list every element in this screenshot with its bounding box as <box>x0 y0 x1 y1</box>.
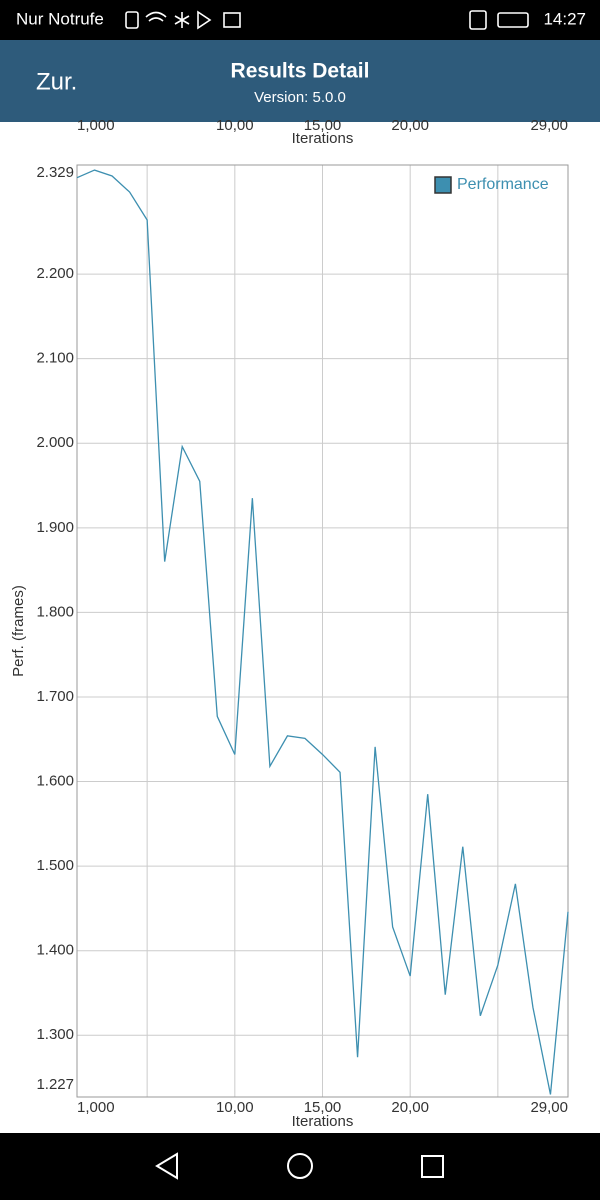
plot-border <box>76 164 569 1098</box>
y-tick-label: 1.500 <box>36 857 74 874</box>
x-tick-label: 10,00 <box>216 1099 254 1116</box>
x-tick-label: 29,00 <box>530 117 568 134</box>
nav-home[interactable] <box>287 1153 313 1179</box>
clock: 14:27 <box>543 9 586 28</box>
y-tick-label: 2.200 <box>36 265 74 282</box>
back-button[interactable]: Zur. <box>36 68 77 95</box>
status-icons <box>125 10 529 30</box>
chart: 1.227 1.300 1.400 1.500 1.600 1.700 1.800 1.900… <box>10 117 569 1130</box>
x-tick-label: 20,00 <box>391 117 429 134</box>
legend-label: Performance <box>457 176 549 193</box>
legend-swatch <box>434 176 452 194</box>
carrier: Nur Notrufe <box>16 9 104 28</box>
y-tick-label: 1.600 <box>36 773 74 790</box>
x-tick-label: 10,00 <box>216 117 254 134</box>
y-tick-label: 1.400 <box>36 942 74 959</box>
y-axis-label: Perf. (frames) <box>10 585 27 677</box>
y-tick-label: 1.300 <box>36 1026 74 1043</box>
status-bar <box>0 0 600 40</box>
y-tick-label: 1.900 <box>36 519 74 536</box>
nav-bar <box>0 1133 600 1200</box>
y-tick-label: 1.227 <box>36 1076 74 1093</box>
x-tick-label: 1,000 <box>77 1099 115 1116</box>
x-tick-label: 15,00 <box>304 1099 342 1116</box>
y-tick-label: 1.700 <box>36 688 74 705</box>
x-tick-label: 1,000 <box>77 117 115 134</box>
x-axis-label: Iterations <box>292 1113 354 1130</box>
page-title: Results Detail <box>231 60 370 83</box>
y-tick-label: 2.000 <box>36 434 74 451</box>
data-line <box>76 169 569 1095</box>
x-tick-label: 20,00 <box>391 1099 429 1116</box>
app-header <box>0 40 600 122</box>
x-tick-label: 15,00 <box>304 117 342 134</box>
nav-back[interactable] <box>155 1152 178 1180</box>
x-axis-label: Iterations <box>292 130 354 147</box>
y-tick-label: 2.100 <box>36 350 74 367</box>
x-tick-label: 29,00 <box>530 1099 568 1116</box>
y-tick-label: 2.329 <box>36 164 74 181</box>
page-subtitle: Version: 5.0.0 <box>254 89 346 106</box>
y-tick-label: 1.800 <box>36 603 74 620</box>
nav-recent[interactable] <box>421 1155 444 1178</box>
